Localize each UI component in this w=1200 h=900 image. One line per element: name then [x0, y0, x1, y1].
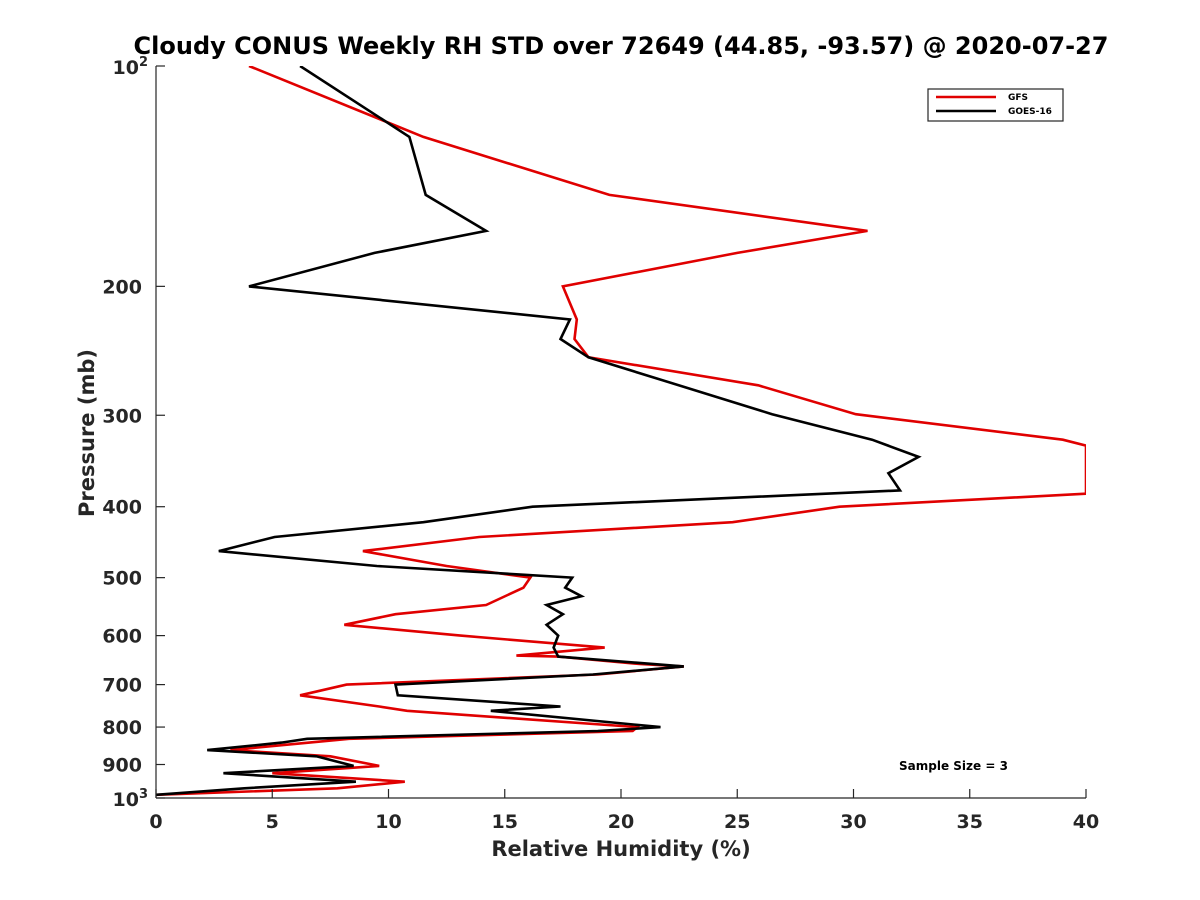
series-line-gfs	[156, 66, 1086, 797]
y-tick-label: 700	[102, 675, 142, 697]
y-tick-label: 800	[102, 717, 142, 739]
x-tick-label: 10	[375, 811, 401, 833]
legend-box	[927, 88, 1064, 122]
sample-size-annotation: Sample Size = 3	[899, 759, 1008, 773]
chart-title: Cloudy CONUS Weekly RH STD over 72649 (4…	[134, 32, 1109, 60]
x-tick-label: 35	[957, 811, 983, 833]
series-layer	[156, 66, 1086, 797]
y-tick-label: 400	[102, 497, 142, 519]
x-tick-label: 0	[149, 811, 162, 833]
x-tick-label: 20	[608, 811, 634, 833]
annotation-layer: Sample Size = 3	[899, 759, 1008, 773]
legend: GFS GOES-16	[927, 88, 1064, 122]
legend-label: GOES-16	[1008, 107, 1052, 117]
legend-label: GFS	[1008, 93, 1028, 103]
y-tick-label: 600	[102, 626, 142, 648]
y-tick-label: 900	[102, 755, 142, 777]
x-tick-label: 25	[724, 811, 750, 833]
y-tick-label: 300	[102, 405, 142, 427]
x-tick-label: 5	[266, 811, 279, 833]
y-axis-label: Pressure (mb)	[75, 349, 99, 517]
series-line-goes-16	[156, 66, 922, 797]
x-axis-label: Relative Humidity (%)	[491, 837, 750, 861]
axes-layer: 0 5 10 15 20 25 30 35 40 200 300 400 500 600 700 800 900…	[102, 55, 1099, 833]
x-tick-label: 15	[492, 811, 518, 833]
y-tick-label: 500	[102, 568, 142, 590]
y-tick-power-label: 102	[113, 55, 149, 79]
x-tick-label: 40	[1073, 811, 1099, 833]
x-tick-label: 30	[840, 811, 866, 833]
y-tick-label: 200	[102, 276, 142, 298]
y-tick-power-label: 103	[113, 787, 149, 811]
